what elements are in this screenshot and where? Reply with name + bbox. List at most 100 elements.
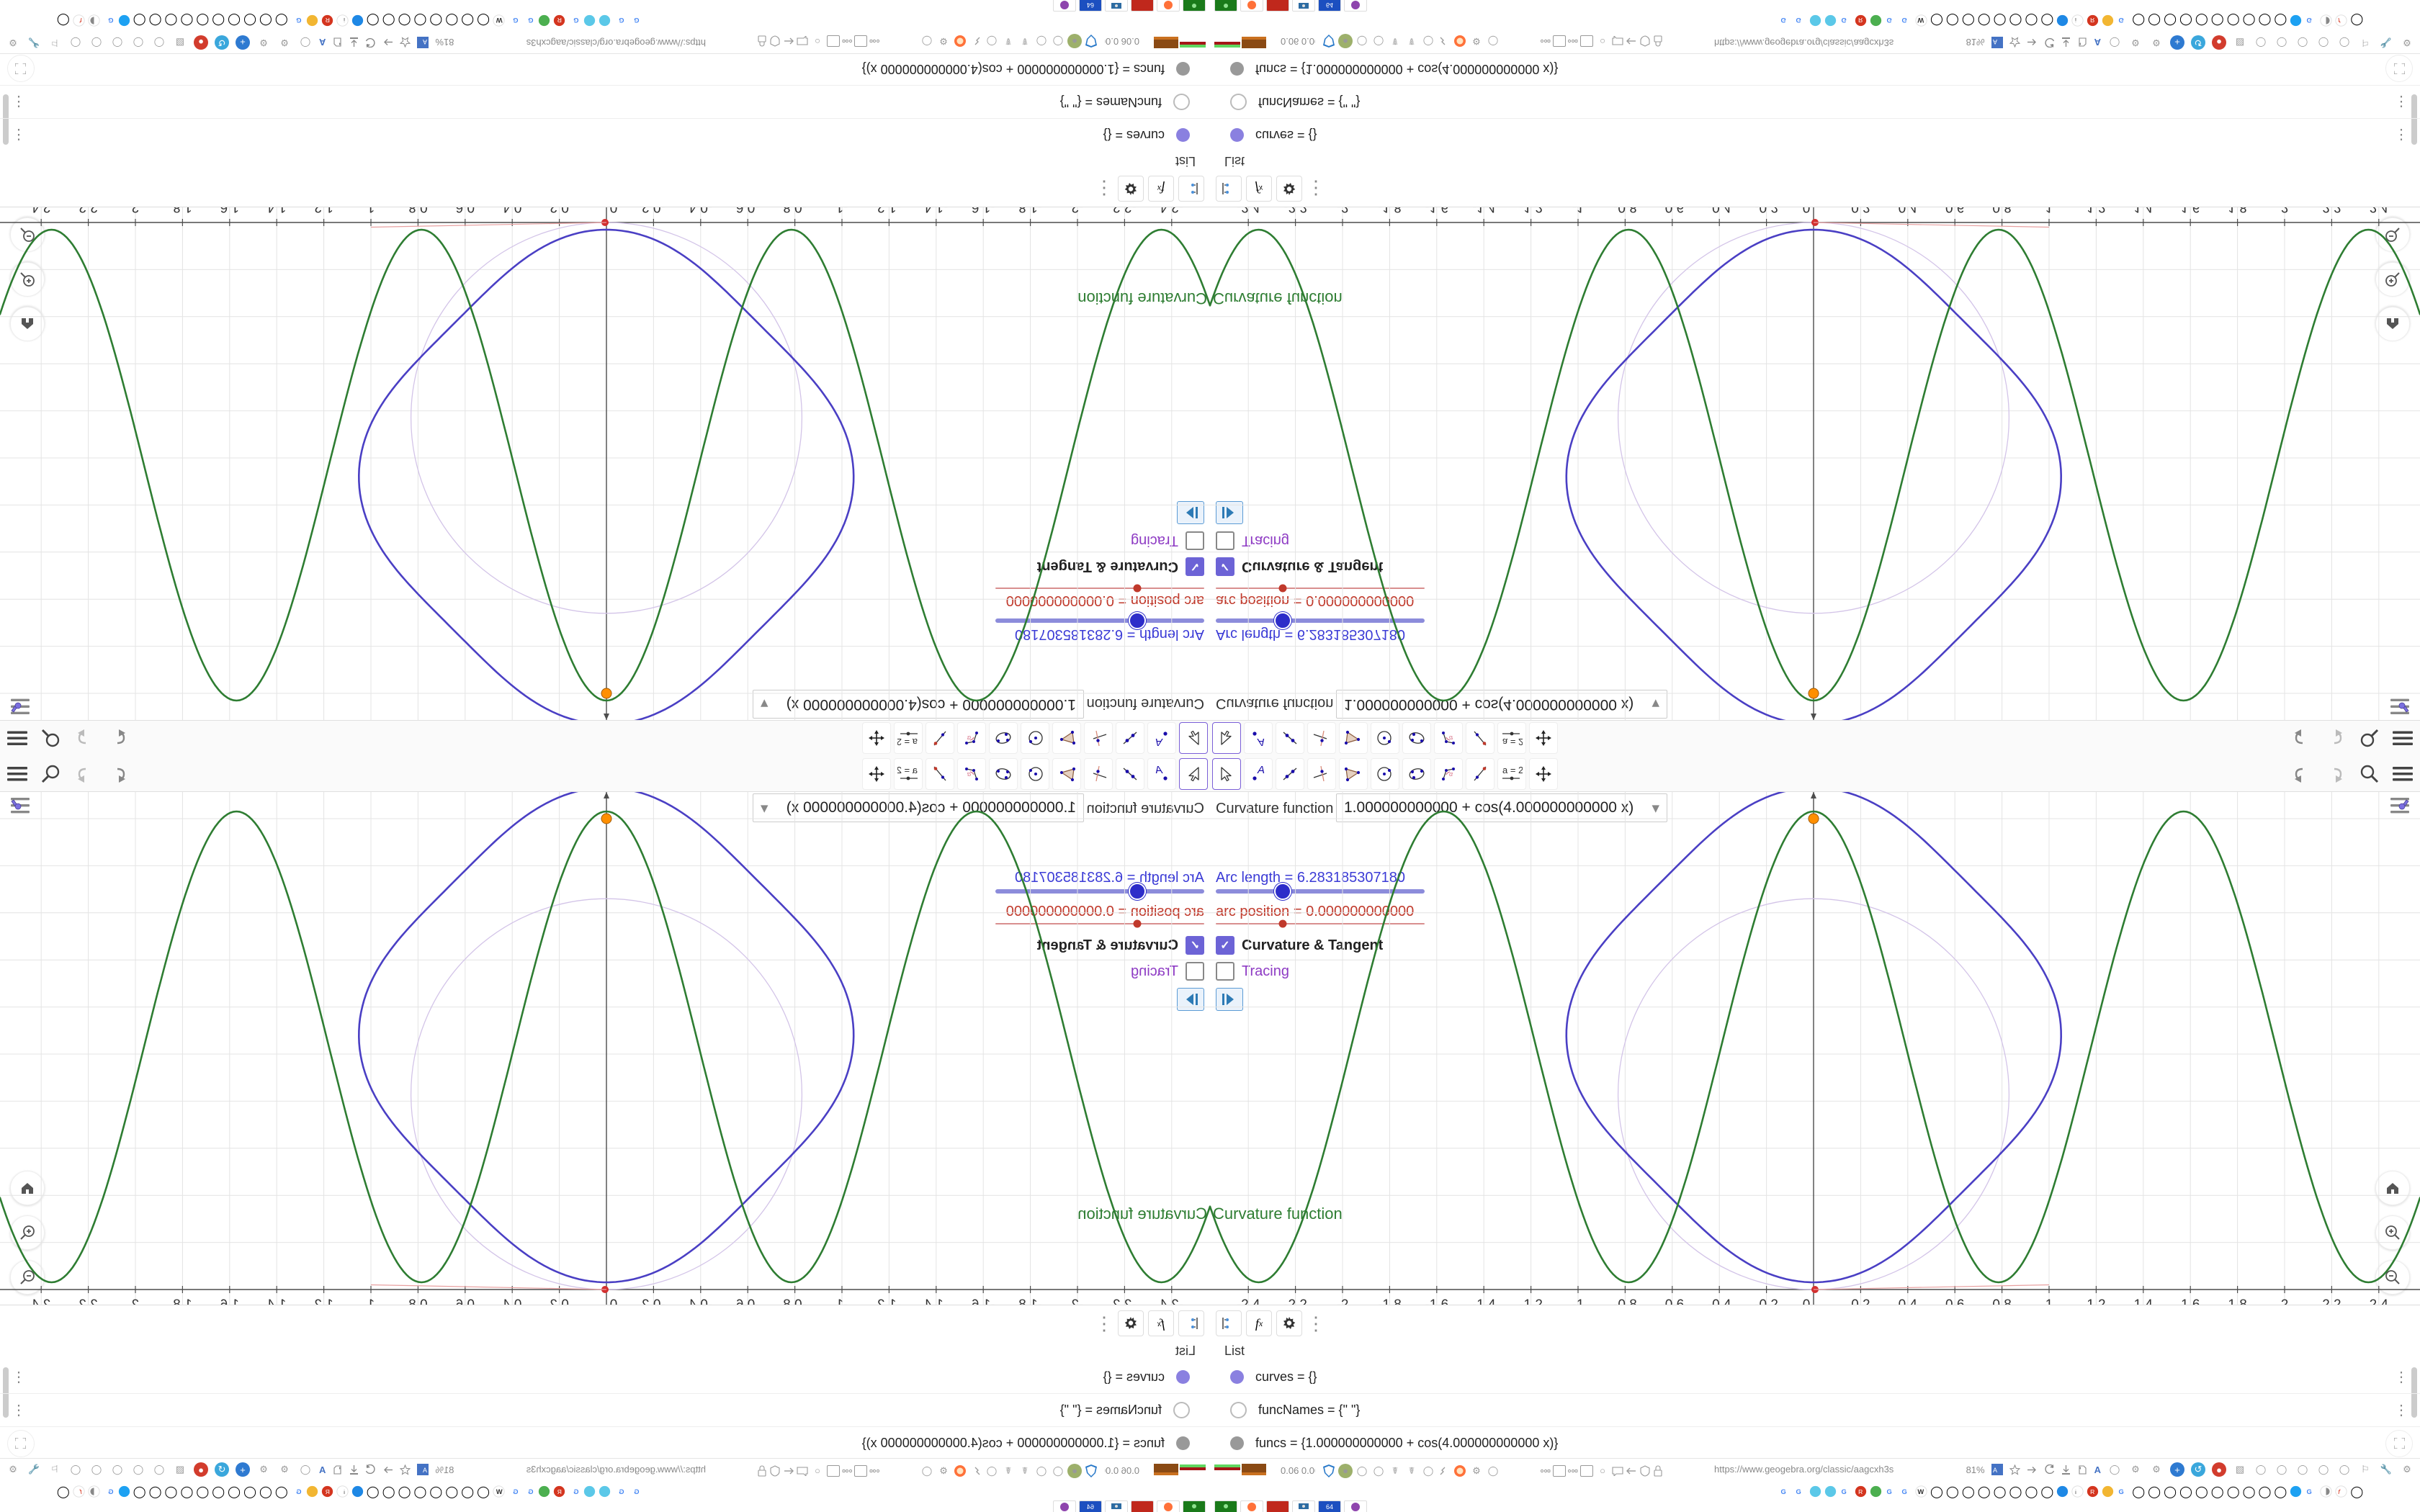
svg-text:-2.2: -2.2 [1113, 1297, 1137, 1305]
svg-text:0.6: 0.6 [1945, 207, 1964, 215]
svg-text:0.06 0.00 0.17 0.89 20 263 7: 0.06 0.00 0.17 0.89 20 263 721 34 187 31… [1105, 1465, 1139, 1476]
svg-text:-1.8: -1.8 [1378, 1297, 1402, 1305]
svg-text:-2.2: -2.2 [1283, 1297, 1307, 1305]
svg-text:0: 0 [1803, 207, 1811, 215]
svg-text:-0.4: -0.4 [689, 207, 712, 215]
svg-text:R: R [2090, 1488, 2094, 1495]
svg-text:i: i [2075, 17, 2076, 23]
svg-text:1.8: 1.8 [2228, 207, 2246, 215]
svg-text:G: G [528, 1488, 533, 1495]
svg-text:-0.4: -0.4 [1708, 1297, 1731, 1305]
svg-text:-1: -1 [836, 207, 848, 215]
svg-text:1.2: 1.2 [314, 1297, 333, 1305]
svg-text:G: G [1796, 17, 1801, 24]
svg-text:Curvature function: Curvature function [1077, 289, 1207, 307]
svg-text:Curvature function: Curvature function [1213, 1205, 1343, 1223]
svg-text:G: G [2307, 1488, 2312, 1495]
svg-text:A: A [1155, 737, 1163, 748]
svg-text:G: G [108, 1488, 113, 1495]
svg-text:A: A [423, 1467, 427, 1474]
svg-text:G: G [1781, 1488, 1786, 1495]
svg-text:0.6: 0.6 [456, 207, 475, 215]
svg-text:α: α [967, 735, 971, 742]
svg-text:-2.2: -2.2 [1283, 207, 1307, 215]
svg-text:-1.8: -1.8 [1018, 1297, 1042, 1305]
svg-text:2: 2 [132, 207, 140, 215]
svg-text:W: W [1917, 1488, 1924, 1495]
svg-text:2: 2 [2281, 207, 2289, 215]
svg-text:2: 2 [2281, 1297, 2289, 1305]
svg-text:1.4: 1.4 [2134, 207, 2154, 215]
svg-text:0.8: 0.8 [408, 207, 427, 215]
svg-text:0.8: 0.8 [408, 1297, 427, 1305]
svg-text:0.06 0.00 0.17 0.89 20 263 7: 0.06 0.00 0.17 0.89 20 263 721 34 187 31… [1281, 1465, 1315, 1476]
svg-text:0.8: 0.8 [1992, 207, 2011, 215]
svg-text:1.8: 1.8 [2228, 1297, 2246, 1305]
svg-text:-1: -1 [1572, 1297, 1585, 1305]
svg-text:0.4: 0.4 [1899, 207, 1918, 215]
svg-text:Curvature function: Curvature function [1077, 1205, 1207, 1223]
svg-text:1.6: 1.6 [220, 1297, 239, 1305]
svg-text:0.4: 0.4 [503, 207, 522, 215]
svg-text:0: 0 [610, 1297, 618, 1305]
svg-text:0: 0 [1803, 1297, 1811, 1305]
svg-text:R: R [1858, 1488, 1863, 1495]
svg-text:-0.2: -0.2 [1754, 1297, 1778, 1305]
svg-text:G: G [2119, 1488, 2124, 1495]
svg-text:0.4: 0.4 [503, 1297, 522, 1305]
svg-text:-0.2: -0.2 [642, 1297, 666, 1305]
svg-text:G: G [1887, 17, 1892, 24]
svg-text:-1.2: -1.2 [877, 207, 901, 215]
svg-text:-1: -1 [1572, 207, 1585, 215]
svg-text:-2.2: -2.2 [1113, 207, 1137, 215]
svg-text:R: R [557, 1488, 562, 1495]
svg-text:2.4: 2.4 [2370, 207, 2389, 215]
svg-text:1: 1 [367, 207, 375, 215]
svg-text:W: W [1917, 17, 1924, 24]
svg-text:0.6: 0.6 [456, 1297, 475, 1305]
svg-text:0.2: 0.2 [1851, 207, 1870, 215]
svg-text:0.4: 0.4 [1899, 1297, 1918, 1305]
svg-text:-1.4: -1.4 [924, 207, 948, 215]
svg-text:-2: -2 [1072, 207, 1084, 215]
svg-text:2.2: 2.2 [79, 207, 97, 215]
svg-text:-1.2: -1.2 [1519, 207, 1543, 215]
svg-text:G: G [1781, 17, 1786, 24]
svg-text:2.2: 2.2 [2322, 1297, 2341, 1305]
svg-text:-1.6: -1.6 [972, 207, 995, 215]
svg-text:1.2: 1.2 [2087, 207, 2105, 215]
svg-text:G: G [1796, 1488, 1801, 1495]
svg-text:G: G [513, 17, 518, 24]
svg-text:-0.8: -0.8 [783, 1297, 807, 1305]
svg-text:a = 2: a = 2 [897, 765, 918, 775]
svg-text:2.4: 2.4 [2370, 1297, 2389, 1305]
svg-text:-0.6: -0.6 [736, 207, 760, 215]
svg-text:α: α [967, 770, 971, 778]
svg-text:G: G [1902, 1488, 1907, 1495]
svg-text:-0.6: -0.6 [1660, 1297, 1684, 1305]
svg-text:A: A [1993, 1467, 1997, 1474]
svg-text:W: W [496, 17, 503, 24]
svg-text:G: G [634, 17, 639, 24]
svg-text:1.2: 1.2 [314, 207, 333, 215]
svg-text:i: i [2075, 1489, 2076, 1495]
svg-text:1: 1 [2045, 1297, 2053, 1305]
svg-text:1.4: 1.4 [267, 207, 287, 215]
svg-text:G: G [296, 1488, 301, 1495]
svg-text:a = 2: a = 2 [1502, 765, 1523, 775]
svg-text:-2.4: -2.4 [1237, 1297, 1260, 1305]
svg-text:-0.6: -0.6 [1660, 207, 1684, 215]
svg-text:1.4: 1.4 [267, 1297, 287, 1305]
svg-text:-2: -2 [1337, 1297, 1349, 1305]
svg-text:G: G [634, 1488, 639, 1495]
svg-text:a = 2: a = 2 [897, 737, 918, 748]
svg-text:W: W [496, 1488, 503, 1495]
svg-text:-0.4: -0.4 [689, 1297, 712, 1305]
svg-text:0.06 0.00 0.17 0.89 20 263 7: 0.06 0.00 0.17 0.89 20 263 721 34 187 31… [1105, 37, 1139, 48]
svg-text:R: R [1858, 17, 1863, 24]
svg-text:-1.8: -1.8 [1018, 207, 1042, 215]
svg-text:0.2: 0.2 [1851, 1297, 1870, 1305]
svg-text:G: G [528, 17, 533, 24]
svg-text:0.8: 0.8 [1992, 1297, 2011, 1305]
svg-text:1.6: 1.6 [2181, 207, 2200, 215]
